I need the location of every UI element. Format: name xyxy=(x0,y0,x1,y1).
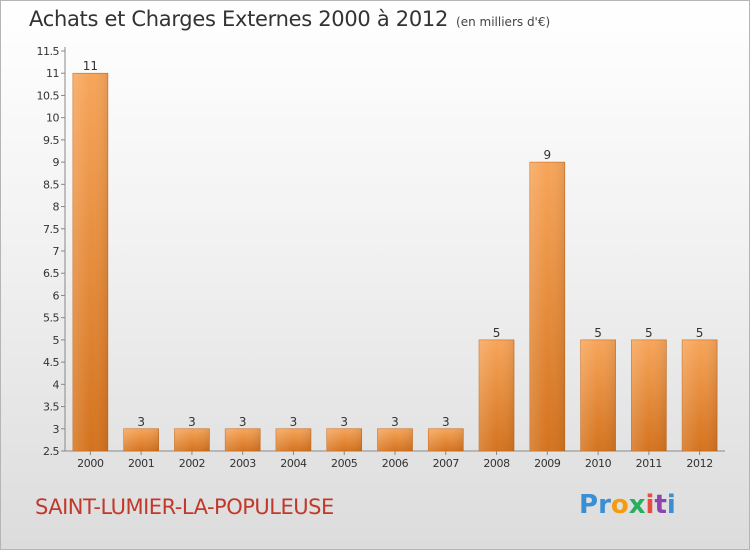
logo-letter: x xyxy=(628,490,646,520)
bar-2008[interactable] xyxy=(478,339,515,452)
chart-subtitle: (en milliers d'€) xyxy=(456,15,551,29)
data-label: 5 xyxy=(594,326,602,340)
x-tick-label: 2000 xyxy=(77,457,104,470)
bar-sheen xyxy=(631,339,667,451)
y-tick-label: 6.5 xyxy=(43,267,59,280)
x-tick-label: 2003 xyxy=(229,457,256,470)
bar-2007[interactable] xyxy=(427,428,464,452)
bar-sheen xyxy=(529,162,565,451)
data-label: 3 xyxy=(340,415,348,429)
logo-letter: P xyxy=(579,490,599,520)
chart-title: Achats et Charges Externes 2000 à 2012 (e… xyxy=(29,7,550,31)
x-tick-label: 2012 xyxy=(686,457,712,470)
chart-title-text: Achats et Charges Externes 2000 à 2012 xyxy=(29,7,449,31)
y-tick-label: 8 xyxy=(53,201,60,214)
y-tick-label: 10.5 xyxy=(37,89,60,102)
bar-2005[interactable] xyxy=(326,428,363,452)
place-name: SAINT-LUMIER-LA-POPULEUSE xyxy=(35,495,334,519)
bar-2009[interactable] xyxy=(529,161,566,452)
data-label: 9 xyxy=(543,148,551,162)
data-label: 3 xyxy=(188,415,196,429)
bar-sheen xyxy=(377,428,413,451)
bar-sheen xyxy=(479,339,515,451)
bar-sheen xyxy=(174,428,210,451)
bar-sheen xyxy=(225,428,261,451)
bar-sheen xyxy=(275,428,311,451)
x-tick-label: 2010 xyxy=(585,457,612,470)
y-tick-label: 11.5 xyxy=(37,45,60,58)
logo-letter: i xyxy=(645,490,655,520)
logo-letter: r xyxy=(598,490,611,520)
x-tick-label: 2006 xyxy=(382,457,409,470)
y-tick-label: 11 xyxy=(46,67,59,80)
x-tick-label: 2008 xyxy=(483,457,510,470)
data-label: 3 xyxy=(137,415,145,429)
y-tick-label: 3.5 xyxy=(43,401,59,414)
bar-sheen xyxy=(682,339,718,451)
data-label: 3 xyxy=(239,415,247,429)
logo-letter: o xyxy=(610,490,629,520)
y-tick-label: 4 xyxy=(53,378,60,391)
bar-sheen xyxy=(580,339,616,451)
data-label: 5 xyxy=(493,326,501,340)
data-label: 3 xyxy=(442,415,450,429)
data-label: 11 xyxy=(83,59,98,73)
bar-2000[interactable] xyxy=(72,72,109,452)
y-tick-label: 9 xyxy=(53,156,60,169)
bar-2012[interactable] xyxy=(681,339,718,452)
bar-sheen xyxy=(123,428,159,451)
data-label: 5 xyxy=(645,326,653,340)
bar-2010[interactable] xyxy=(580,339,616,452)
y-tick-label: 8.5 xyxy=(43,178,59,191)
y-tick-label: 3 xyxy=(53,423,60,436)
y-tick-label: 6 xyxy=(53,289,60,302)
x-tick-label: 2007 xyxy=(433,457,460,470)
y-tick-label: 9.5 xyxy=(43,134,59,147)
proxiti-logo[interactable]: Proxiti xyxy=(579,490,676,520)
y-tick-label: 7.5 xyxy=(43,223,59,236)
bar-2011[interactable] xyxy=(631,339,667,452)
logo-letter: t xyxy=(654,490,667,520)
x-tick-label: 2004 xyxy=(280,457,307,470)
y-tick-label: 4.5 xyxy=(43,356,59,369)
bar-2001[interactable] xyxy=(123,428,159,452)
x-tick-label: 2002 xyxy=(179,457,205,470)
bar-sheen xyxy=(326,428,362,451)
x-tick-label: 2011 xyxy=(636,457,662,470)
bar-2003[interactable] xyxy=(224,428,261,452)
bar-2004[interactable] xyxy=(275,428,312,452)
data-label: 5 xyxy=(696,326,704,340)
x-tick-label: 2005 xyxy=(331,457,358,470)
y-tick-label: 7 xyxy=(53,245,60,258)
bar-2006[interactable] xyxy=(377,428,413,452)
bar-2002[interactable] xyxy=(174,428,210,452)
y-tick-label: 2.5 xyxy=(43,445,59,458)
y-tick-label: 5 xyxy=(53,334,60,347)
x-tick-label: 2001 xyxy=(128,457,154,470)
x-tick-label: 2009 xyxy=(534,457,561,470)
bar-sheen xyxy=(428,428,464,451)
data-label: 3 xyxy=(391,415,399,429)
bar-sheen xyxy=(72,73,108,451)
logo-letter: i xyxy=(666,490,676,520)
y-tick-label: 5.5 xyxy=(43,312,59,325)
y-tick-label: 10 xyxy=(46,112,59,125)
data-label: 3 xyxy=(290,415,298,429)
